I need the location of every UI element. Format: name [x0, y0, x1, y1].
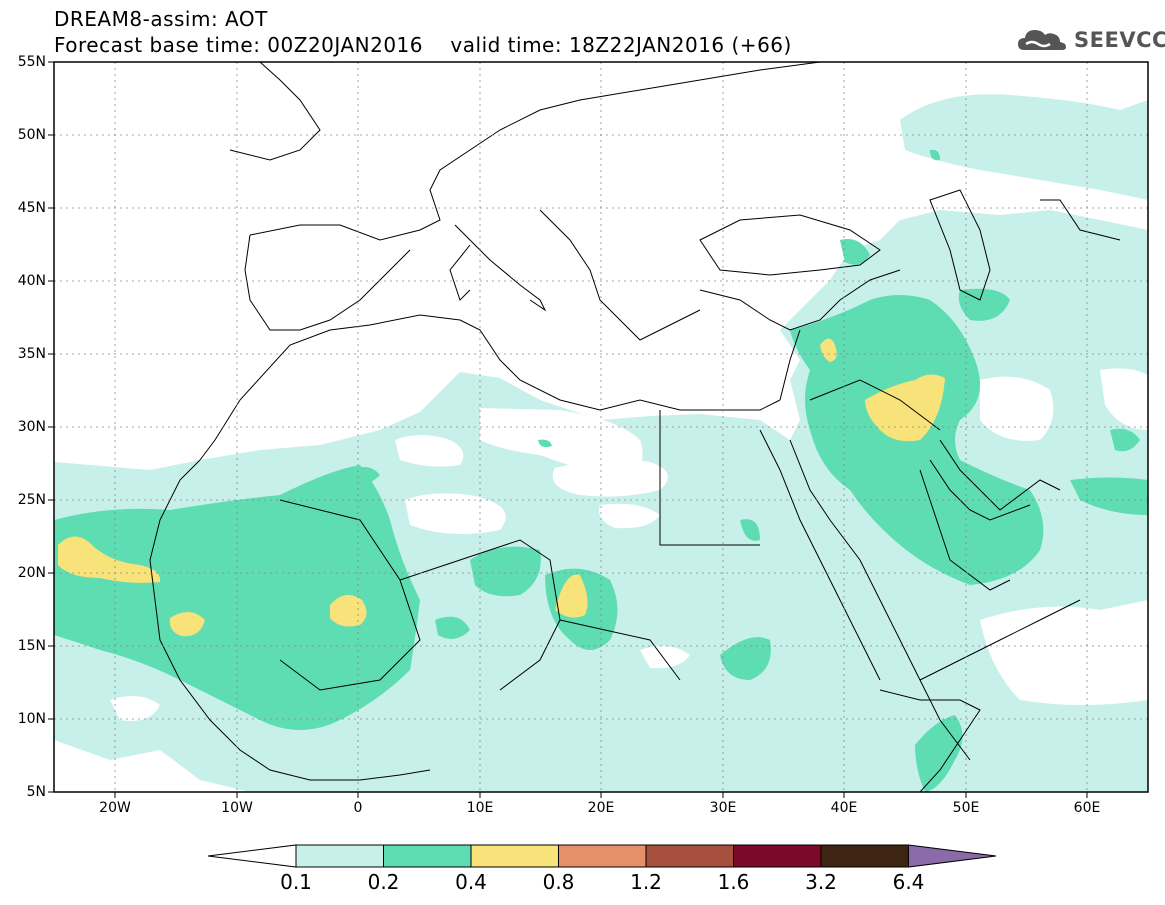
colorbar-label: 0.2 [367, 870, 400, 894]
lon-label: 60E [1073, 800, 1101, 816]
coastlines [149, 62, 1121, 792]
colorbar-segment-1 [295, 844, 384, 868]
colorbar-label: 0.8 [542, 870, 575, 894]
colorbar-right-arrow [908, 844, 997, 868]
colorbar-segment-5 [645, 844, 734, 868]
lon-label: 10W [221, 800, 253, 816]
colorbar-label: 0.4 [455, 870, 487, 894]
aot-low-holes [54, 368, 1148, 792]
lat-label: 50N [17, 127, 46, 143]
aot-0.4-contour [58, 338, 945, 637]
lon-label: 20W [99, 800, 131, 816]
colorbar-label: 1.2 [630, 870, 662, 894]
title-model: DREAM8-assim: AOT [54, 7, 268, 31]
title-times: Forecast base time: 00Z20JAN2016 valid t… [54, 33, 792, 57]
lat-label: 25N [17, 492, 46, 508]
colorbar-left-arrow [207, 844, 297, 868]
lat-label: 30N [17, 419, 46, 435]
colorbar-label: 1.6 [717, 870, 750, 894]
colorbar-label: 3.2 [805, 870, 837, 894]
seevccc-logo: SEEVCCC [1016, 24, 1165, 56]
cloud-icon [1018, 30, 1066, 50]
colorbar-segment-6 [733, 844, 822, 868]
lon-label: 40E [830, 800, 858, 816]
lon-label: 0 [353, 800, 363, 816]
lat-label: 15N [17, 638, 46, 654]
logo-text: SEEVCCC [1074, 28, 1165, 52]
colorbar-segment-4 [558, 844, 647, 868]
lon-label: 30E [709, 800, 737, 816]
lon-label: 20E [587, 800, 615, 816]
graticule [54, 62, 1148, 792]
lat-label: 5N [26, 784, 46, 800]
lat-label: 10N [17, 711, 46, 727]
colorbar-label: 0.1 [280, 870, 312, 894]
axis-ticks [48, 61, 1088, 798]
lat-label: 40N [17, 273, 46, 289]
aot-field [54, 62, 1148, 792]
colorbar-segment-3 [470, 844, 559, 868]
colorbar-label: 6.4 [892, 870, 925, 894]
lat-label: 20N [17, 565, 46, 581]
lat-label: 35N [17, 346, 46, 362]
colorbar [207, 844, 997, 868]
colorbar-segment-7 [820, 844, 909, 868]
lon-label: 50E [952, 800, 980, 816]
colorbar-segment-2 [383, 844, 472, 868]
lat-label: 55N [17, 54, 46, 70]
lat-label: 45N [17, 200, 46, 216]
lon-label: 10E [466, 800, 494, 816]
